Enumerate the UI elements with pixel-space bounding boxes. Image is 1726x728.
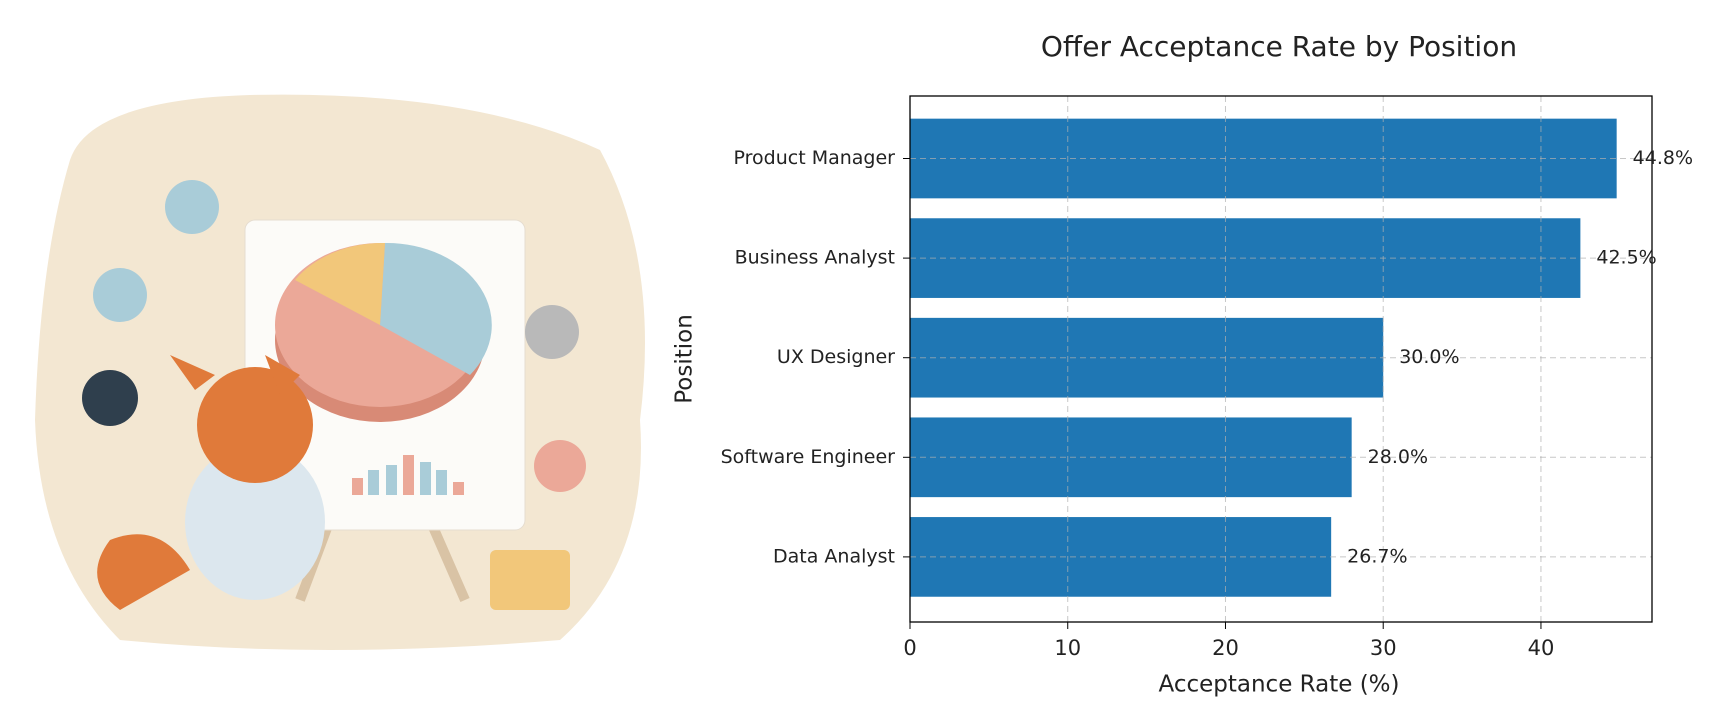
mini-bars	[352, 455, 464, 495]
toolbox	[490, 550, 570, 610]
chart-title: Offer Acceptance Rate by Position	[1041, 30, 1517, 63]
value-label: 28.0%	[1368, 446, 1428, 468]
x-axis-label: Acceptance Rate (%)	[1158, 672, 1399, 698]
fox-coat	[185, 444, 325, 600]
illustration	[35, 94, 645, 651]
fox-tail	[97, 534, 190, 610]
x-tick-label: 0	[903, 636, 916, 660]
avatar-icon	[165, 180, 219, 234]
x-tick-label: 40	[1528, 636, 1555, 660]
value-label: 30.0%	[1399, 346, 1459, 368]
y-tick-label: Business Analyst	[735, 247, 895, 269]
y-tick-label: UX Designer	[777, 346, 895, 368]
pie-slice	[380, 242, 492, 375]
value-label: 26.7%	[1347, 545, 1407, 567]
value-label: 42.5%	[1596, 247, 1656, 269]
x-tick-label: 20	[1212, 636, 1239, 660]
fox-ears	[170, 355, 300, 395]
fox-head	[197, 367, 313, 483]
avatar-icon	[93, 268, 147, 322]
y-axis-label: Position	[672, 314, 698, 404]
pie-slice	[295, 242, 385, 325]
y-tick-label: Product Manager	[734, 147, 896, 169]
face-icon	[534, 440, 586, 492]
x-tick-label: 30	[1370, 636, 1397, 660]
easel-leg	[425, 517, 470, 603]
x-tick-label: 10	[1054, 636, 1081, 660]
face-icon	[525, 305, 579, 359]
mini-bars	[368, 462, 447, 495]
y-tick-label: Data Analyst	[773, 545, 895, 567]
avatar-icon	[82, 370, 138, 426]
value-label: 44.8%	[1633, 147, 1693, 169]
y-tick-label: Software Engineer	[721, 446, 896, 468]
plot-frame	[909, 95, 1653, 623]
